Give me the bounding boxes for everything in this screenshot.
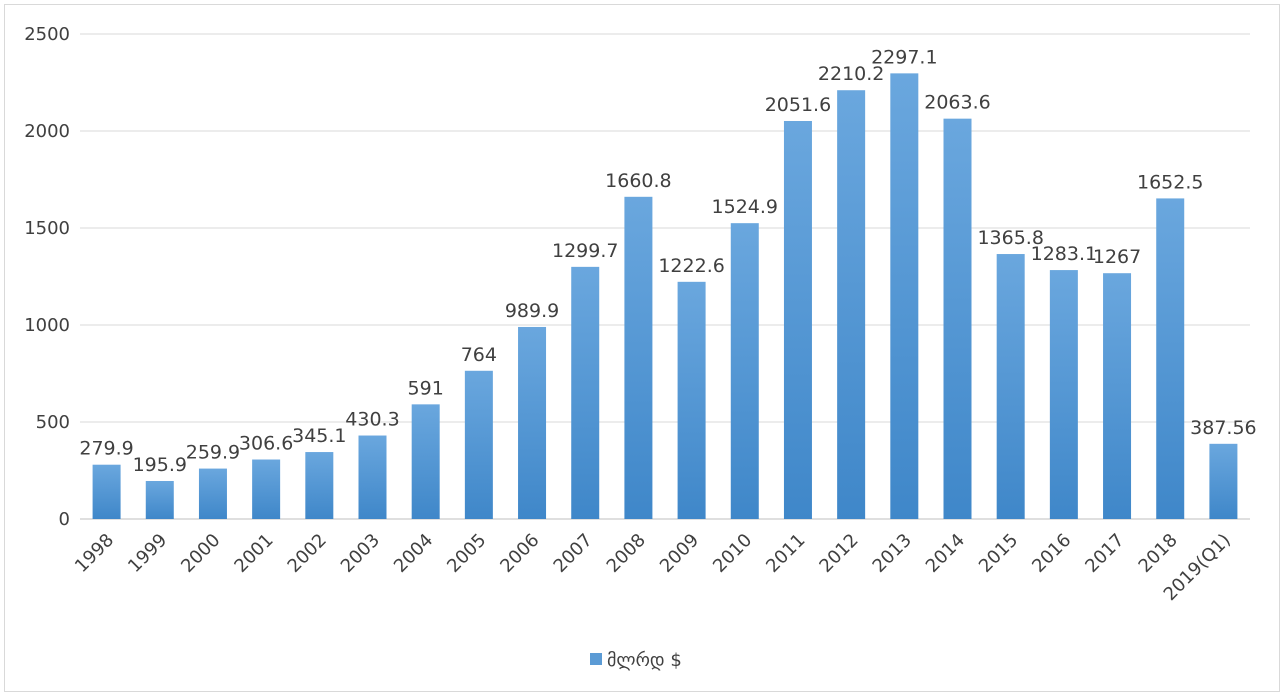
x-tick-label: 2010 — [709, 530, 756, 577]
x-tick-label: 2009 — [656, 530, 703, 577]
bar — [358, 435, 387, 519]
bar — [518, 326, 547, 519]
data-label: 387.56 — [1190, 417, 1256, 439]
bar — [837, 90, 866, 520]
bar — [145, 480, 174, 519]
data-label: 2051.6 — [765, 94, 831, 116]
x-tick-label: 2000 — [177, 530, 224, 577]
data-label: 1524.9 — [712, 196, 778, 218]
x-tick-label: 1998 — [71, 530, 118, 577]
x-tick-label: 2018 — [1135, 530, 1182, 577]
bar — [890, 73, 919, 519]
data-label: 989.9 — [505, 300, 559, 322]
data-label: 259.9 — [186, 442, 240, 464]
data-label: 1267 — [1093, 246, 1141, 268]
x-tick-label: 2004 — [390, 530, 437, 577]
x-tick-label: 2003 — [337, 530, 384, 577]
data-label: 764 — [461, 344, 497, 366]
bar — [677, 281, 706, 519]
bar — [996, 254, 1025, 520]
x-tick-label: 2015 — [975, 530, 1022, 577]
y-tick-label: 1500 — [24, 218, 70, 239]
data-label: 2297.1 — [871, 46, 937, 68]
bar — [1103, 273, 1132, 519]
x-tick-label: 2001 — [230, 530, 277, 577]
bar — [943, 118, 972, 520]
y-axis: 0 500 1000 1500 2000 2500 — [24, 24, 70, 530]
data-label: 279.9 — [79, 438, 133, 460]
bar — [411, 404, 440, 519]
x-tick-label: 2006 — [496, 530, 543, 577]
data-label: 195.9 — [133, 454, 187, 476]
x-axis: 1998 1999 2000 2001 2002 2003 2004 2005 2006 2007… — [71, 530, 1235, 605]
data-label: 430.3 — [345, 409, 399, 431]
y-tick-label: 2000 — [24, 121, 70, 142]
legend-label: მლრდ $ — [607, 650, 682, 671]
data-label: 2210.2 — [818, 63, 884, 85]
x-tick-label: 2014 — [922, 530, 969, 577]
bar — [464, 370, 493, 519]
bar — [783, 120, 812, 520]
x-tick-label: 2011 — [762, 530, 809, 577]
data-label: 306.6 — [239, 433, 293, 455]
bar — [624, 196, 653, 519]
data-label: 591 — [408, 377, 444, 399]
bar — [1049, 270, 1078, 519]
x-tick-label: 2007 — [550, 530, 597, 577]
y-tick-label: 0 — [59, 509, 70, 530]
legend: მლრდ $ — [590, 650, 682, 671]
bars — [92, 73, 1238, 520]
data-label: 1222.6 — [658, 255, 724, 277]
data-label: 1652.5 — [1137, 171, 1203, 193]
x-tick-label: 2017 — [1081, 530, 1128, 577]
y-tick-label: 2500 — [24, 24, 70, 45]
x-tick-label: 2002 — [284, 530, 331, 577]
bar — [305, 452, 334, 519]
data-label: 1299.7 — [552, 240, 618, 262]
legend-swatch — [590, 653, 602, 665]
x-tick-label: 1999 — [124, 530, 171, 577]
data-label: 1365.8 — [977, 227, 1043, 249]
bar — [571, 266, 600, 519]
data-label: 2063.6 — [924, 92, 990, 114]
x-tick-label: 2005 — [443, 530, 490, 577]
bar — [198, 468, 227, 519]
bar — [1156, 198, 1185, 520]
data-label: 1660.8 — [605, 170, 671, 192]
data-label: 1283.1 — [1031, 243, 1097, 265]
bar — [252, 459, 281, 519]
y-tick-label: 1000 — [24, 315, 70, 336]
y-tick-label: 500 — [36, 412, 70, 433]
x-tick-label: 2012 — [815, 530, 862, 577]
data-label: 345.1 — [292, 425, 346, 447]
x-tick-label: 2008 — [603, 530, 650, 577]
bar — [730, 223, 759, 519]
x-tick-label: 2013 — [869, 530, 916, 577]
bar — [1209, 443, 1238, 519]
bar — [92, 464, 121, 519]
x-tick-label: 2016 — [1028, 530, 1075, 577]
